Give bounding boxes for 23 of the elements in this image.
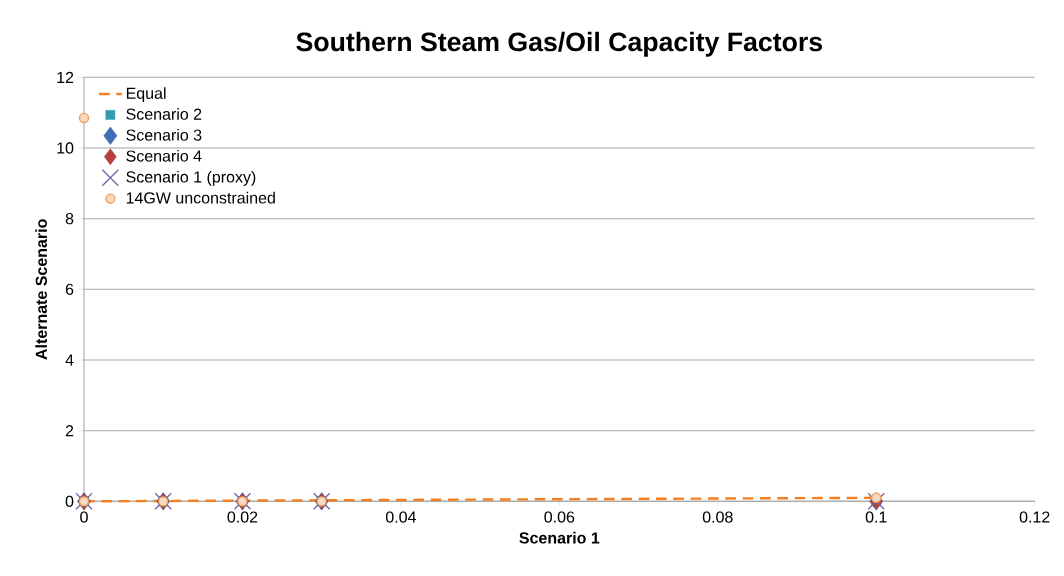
- chart-title: Southern Steam Gas/Oil Capacity Factors: [296, 31, 823, 57]
- x-tick-label: 0.08: [702, 511, 733, 523]
- x-tick-label: 0.1: [865, 511, 887, 523]
- y-tick-label: 2: [65, 425, 74, 437]
- x-tick-label: 0.06: [544, 511, 575, 523]
- legend-label: Scenario 4: [126, 149, 202, 162]
- y-tick-label: 6: [65, 283, 74, 295]
- legend-label: Scenario 3: [126, 129, 202, 141]
- y-tick-label: 4: [65, 354, 74, 366]
- legend-label: 14GW unconstrained: [126, 191, 275, 204]
- y-tick-label: 0: [65, 495, 74, 507]
- x-tick-label: 0.04: [385, 511, 416, 523]
- y-axis-title: Alternate Scenario: [35, 219, 47, 360]
- y-tick-label: 10: [57, 142, 74, 154]
- x-axis-title: Scenario 1: [519, 531, 600, 544]
- x-tick-label: 0.12: [1019, 511, 1050, 523]
- x-tick-label: 0: [80, 511, 88, 523]
- y-tick-label: 8: [65, 213, 74, 225]
- y-tick-label: 12: [57, 71, 74, 83]
- legend-label: Scenario 2: [126, 108, 202, 120]
- legend-label: Scenario 1 (proxy): [126, 170, 256, 186]
- legend-label: Equal: [126, 87, 166, 103]
- x-tick-label: 0.02: [227, 511, 258, 523]
